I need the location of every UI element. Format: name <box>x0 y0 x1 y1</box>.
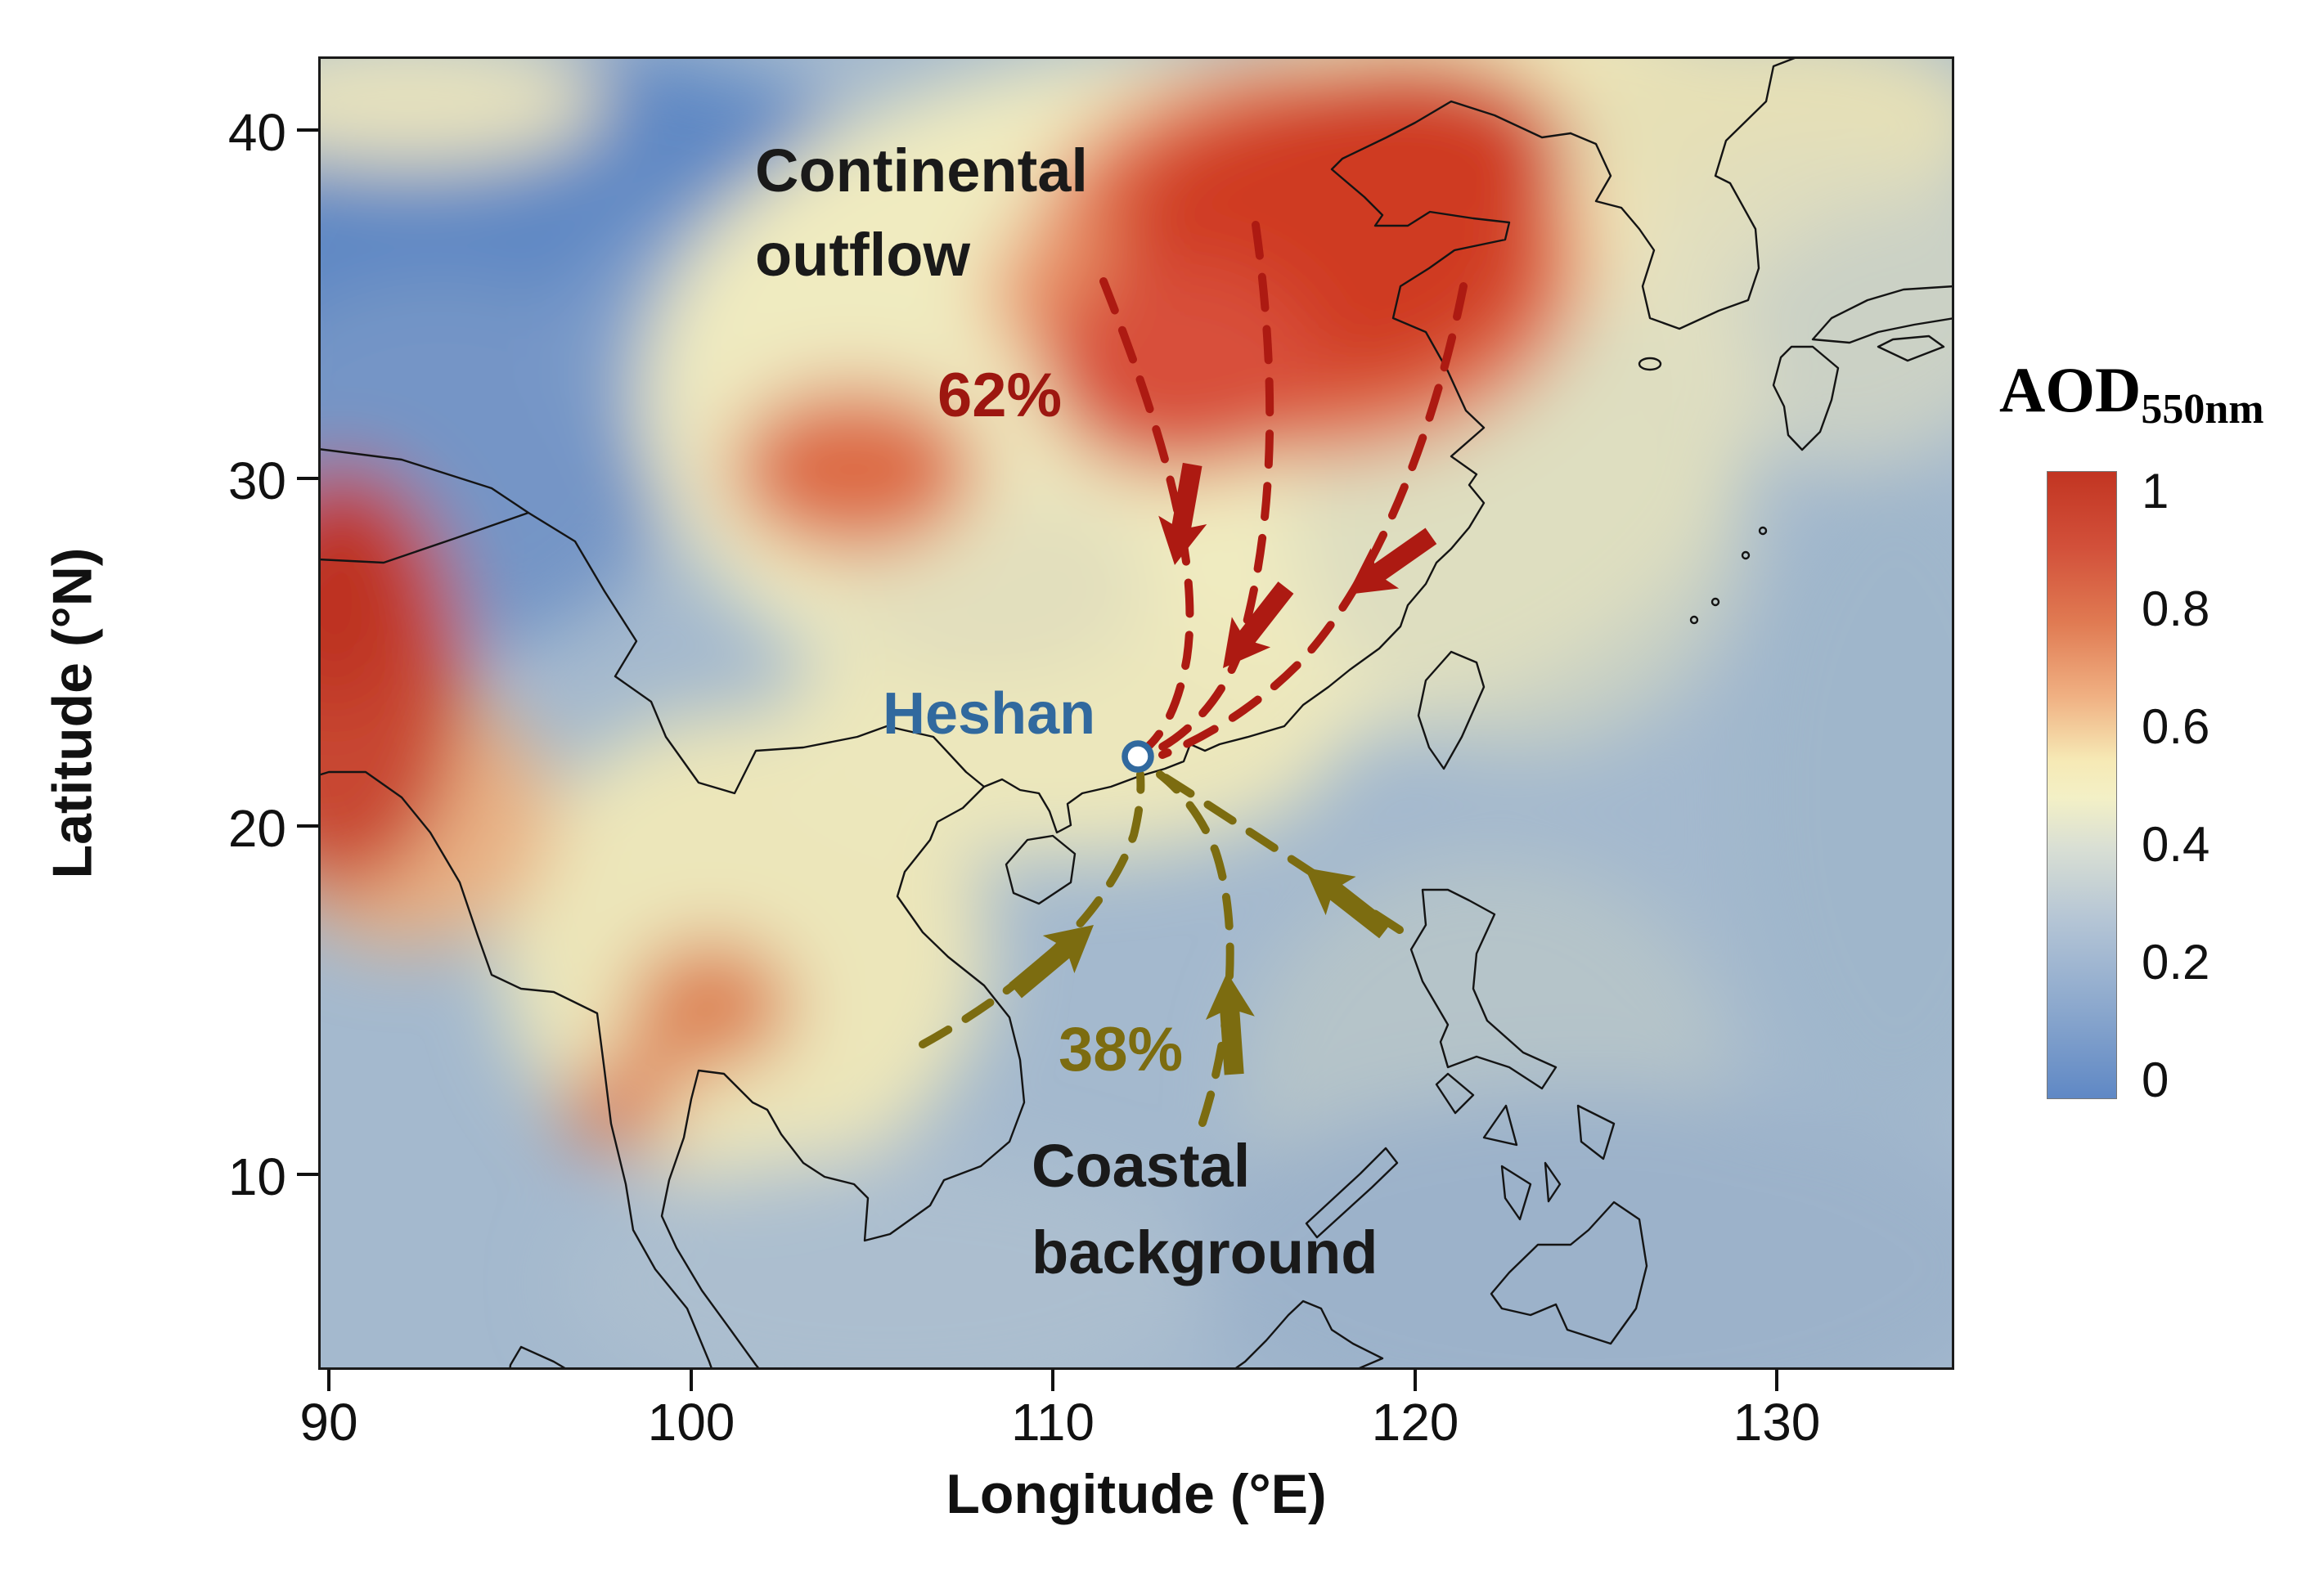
x-tick-label: 130 <box>1733 1393 1821 1452</box>
y-axis-title: Latitude (°N) <box>41 547 104 879</box>
plot-frame <box>318 56 1954 1370</box>
annotation-continental-pct: 62% <box>937 361 1062 430</box>
x-tick-label: 90 <box>299 1393 358 1452</box>
colorbar-tick-label: 0.8 <box>2142 581 2210 636</box>
y-tick-label: 40 <box>227 103 286 162</box>
annotation-coastal-line1: Coastal <box>1032 1132 1250 1200</box>
colorbar-tick-label: 0 <box>2142 1053 2169 1107</box>
colorbar-tick-label: 0.4 <box>2142 817 2210 872</box>
colorbar-tick-label: 0.2 <box>2142 935 2210 990</box>
colorbar-title: AOD550nm <box>1999 353 2310 433</box>
x-tick-label: 110 <box>1010 1393 1095 1452</box>
map-plot: Continental outflow 62% Heshan 38% Coast… <box>318 56 1954 1370</box>
annotation-station-label: Heshan <box>883 681 1095 747</box>
x-axis-title: Longitude (°E) <box>946 1463 1327 1525</box>
colorbar-title-main: AOD <box>1999 354 2142 425</box>
y-tick-label: 30 <box>227 451 286 510</box>
x-tick-mark <box>1775 1370 1778 1391</box>
annotation-coastal-pct: 38% <box>1059 1015 1183 1084</box>
y-tick-mark <box>297 1173 318 1176</box>
colorbar-tick-label: 1 <box>2142 464 2169 518</box>
aod-field <box>318 56 1954 1370</box>
x-tick-mark <box>690 1370 693 1391</box>
colorbar-title-sub: 550nm <box>2141 386 2264 433</box>
y-tick-label: 20 <box>227 799 286 858</box>
heshan-station-marker <box>1122 740 1154 773</box>
continental-outflow-arrows <box>1099 221 1468 759</box>
annotation-continental-line1: Continental <box>755 137 1088 204</box>
x-tick-label: 100 <box>647 1393 735 1452</box>
colorbar-tick-label: 0.6 <box>2142 699 2210 754</box>
colorbar-gradient <box>2047 471 2117 1099</box>
y-tick-mark <box>297 824 318 828</box>
coastal-background-arrows <box>919 770 1404 1127</box>
x-tick-label: 120 <box>1371 1393 1459 1452</box>
x-tick-mark <box>327 1370 330 1391</box>
y-tick-label: 10 <box>227 1147 286 1206</box>
x-tick-mark <box>1414 1370 1417 1391</box>
x-tick-mark <box>1051 1370 1054 1391</box>
y-tick-mark <box>297 477 318 480</box>
annotation-continental-line2: outflow <box>755 221 970 289</box>
y-tick-mark <box>297 128 318 132</box>
annotation-coastal-line2: background <box>1032 1219 1378 1286</box>
